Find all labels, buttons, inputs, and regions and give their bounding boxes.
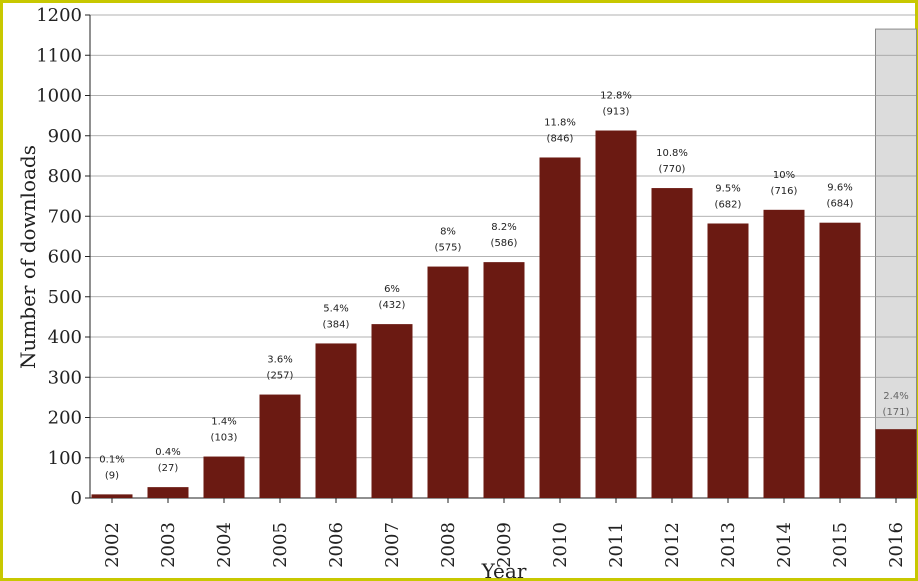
data-label-percent: 8.2%: [491, 222, 516, 233]
y-tick-label: 600: [48, 247, 82, 268]
data-label-percent: 12.8%: [600, 91, 632, 102]
y-tick-label: 1100: [36, 45, 82, 66]
data-label-percent: 5.4%: [323, 303, 348, 314]
x-tick-label: 2007: [382, 522, 403, 568]
y-tick-label: 900: [48, 126, 82, 147]
data-label-percent: 3.6%: [267, 355, 292, 366]
x-axis-title: Year: [481, 559, 527, 581]
data-label-percent: 2.4%: [883, 391, 908, 402]
highlight-background: [875, 28, 917, 499]
bar: [315, 343, 357, 498]
data-label-percent: 10%: [773, 170, 795, 181]
x-tick-label: 2013: [718, 522, 739, 568]
bar: [819, 222, 861, 498]
data-label-percent: 9.6%: [827, 183, 852, 194]
data-label-count: (27): [158, 463, 179, 474]
y-tick-label: 800: [48, 166, 82, 187]
data-label-count: (103): [211, 433, 238, 444]
bar: [147, 487, 189, 498]
bar: [371, 324, 413, 498]
data-label-count: (770): [659, 164, 686, 175]
x-tick-label: 2005: [270, 522, 291, 568]
x-tick-label: 2008: [438, 522, 459, 568]
x-tick-label: 2014: [774, 522, 795, 568]
data-label-count: (575): [435, 243, 462, 254]
x-tick-label: 2011: [606, 522, 627, 568]
bar: [707, 223, 749, 498]
x-tick-label: 2015: [830, 522, 851, 568]
data-label-count: (913): [603, 107, 630, 118]
bar: [651, 188, 693, 498]
x-tick-label: 2016: [886, 522, 907, 568]
data-label-percent: 11.8%: [544, 117, 576, 128]
x-tick-label: 2010: [550, 522, 571, 568]
x-tick-label: 2009: [494, 522, 515, 568]
data-label-percent: 10.8%: [656, 148, 688, 159]
y-tick-label: 500: [48, 287, 82, 308]
data-label-percent: 0.4%: [155, 447, 180, 458]
data-label-count: (257): [267, 371, 294, 382]
x-tick-label: 2006: [326, 522, 347, 568]
bar: [259, 394, 301, 498]
data-label-percent: 6%: [384, 284, 400, 295]
y-tick-label: 100: [48, 448, 82, 469]
data-label-count: (171): [883, 407, 910, 418]
data-label-percent: 8%: [440, 227, 456, 238]
data-label-count: (682): [715, 199, 742, 210]
bar: [203, 456, 245, 498]
bar: [875, 429, 917, 498]
data-label-percent: 1.4%: [211, 417, 236, 428]
x-tick-label: 2012: [662, 522, 683, 568]
x-tick-label: 2004: [214, 522, 235, 568]
x-tick-label: 2002: [102, 522, 123, 568]
y-axis-title: Number of downloads: [16, 145, 40, 369]
y-tick-label: 200: [48, 408, 82, 429]
bar: [539, 157, 581, 499]
y-tick-label: 1200: [36, 5, 82, 26]
bar: [595, 130, 637, 498]
data-label-percent: 9.5%: [715, 183, 740, 194]
bar: [763, 209, 805, 498]
y-tick-label: 700: [48, 206, 82, 227]
data-label-count: (9): [105, 470, 119, 481]
bar: [427, 266, 469, 498]
y-tick-label: 0: [71, 488, 82, 509]
y-tick-label: 400: [48, 327, 82, 348]
data-label-count: (586): [491, 238, 518, 249]
data-label-count: (684): [827, 199, 854, 210]
data-label-count: (716): [771, 186, 798, 197]
data-label-count: (846): [547, 133, 574, 144]
data-label-percent: 0.1%: [99, 454, 124, 465]
data-label-count: (384): [323, 319, 350, 330]
bar: [483, 262, 525, 498]
data-label-count: (432): [379, 300, 406, 311]
y-tick-label: 300: [48, 367, 82, 388]
x-tick-label: 2003: [158, 522, 179, 568]
bar: [91, 494, 133, 498]
y-tick-label: 1000: [36, 86, 82, 107]
